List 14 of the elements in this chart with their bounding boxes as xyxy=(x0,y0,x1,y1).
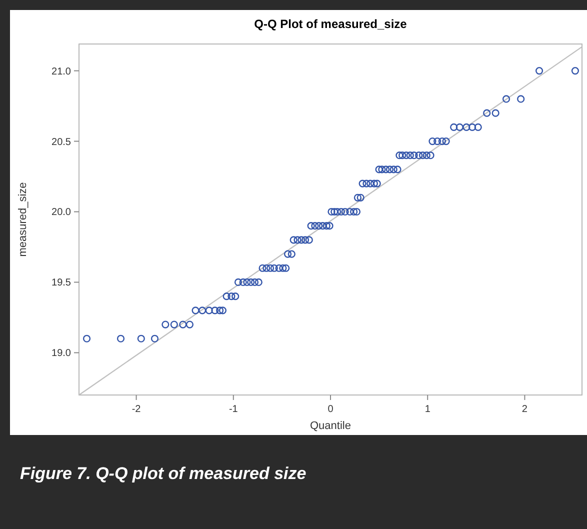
caption: Figure 7. Q-Q plot of measured size xyxy=(20,464,306,483)
x-tick-label: 0 xyxy=(328,404,334,415)
y-tick-label: 21.0 xyxy=(52,66,72,78)
y-tick-label: 19.5 xyxy=(52,278,72,289)
x-tick-label: 1 xyxy=(424,404,431,415)
y-axis-title: measured_size xyxy=(17,182,29,257)
x-tick-label: -1 xyxy=(228,404,238,415)
x-tick-label: 2 xyxy=(522,404,528,415)
y-tick-label: 20.0 xyxy=(52,207,72,218)
chart-title: Q-Q Plot of measured_size xyxy=(254,17,408,31)
y-tick-label: 20.5 xyxy=(52,136,72,148)
x-axis-title: Quantile xyxy=(310,420,351,432)
x-tick-label: -2 xyxy=(132,404,142,415)
y-tick-label: 19.0 xyxy=(52,348,72,360)
